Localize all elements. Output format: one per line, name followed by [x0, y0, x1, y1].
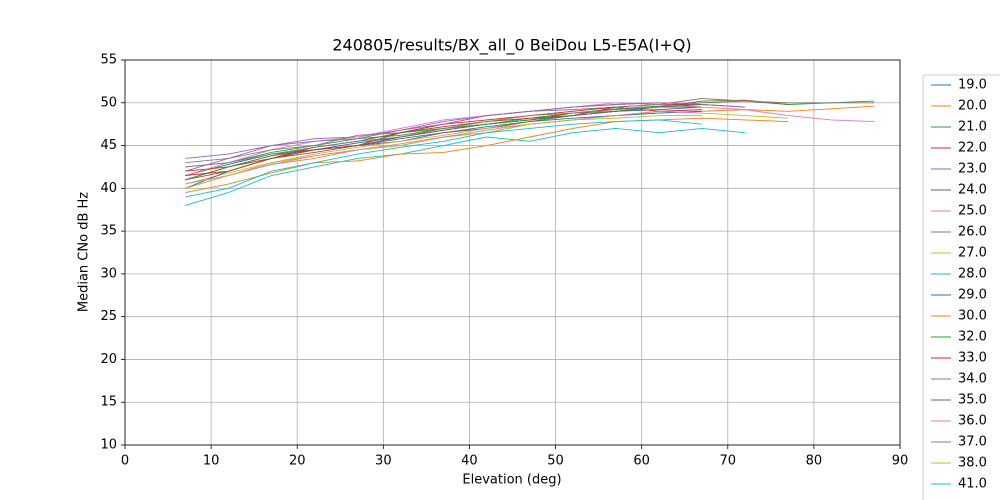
series-line — [185, 117, 789, 194]
y-tick-label: 25 — [100, 309, 117, 324]
legend-label: 30.0 — [958, 309, 987, 324]
legend-label: 28.0 — [958, 267, 987, 282]
legend-label: 29.0 — [958, 288, 987, 303]
x-tick-label: 0 — [121, 454, 129, 469]
x-tick-label: 30 — [375, 454, 392, 469]
y-tick-label: 45 — [100, 138, 117, 153]
series-line — [185, 127, 746, 206]
legend-box — [922, 74, 1000, 500]
legend-label: 22.0 — [958, 141, 987, 156]
x-tick-label: 80 — [806, 454, 823, 469]
x-tick-label: 50 — [547, 454, 564, 469]
series-line — [185, 110, 789, 185]
x-tick-label: 60 — [633, 454, 650, 469]
x-tick-label: 20 — [289, 454, 306, 469]
series-line — [185, 102, 659, 172]
series-line — [185, 106, 659, 168]
legend-label: 35.0 — [958, 393, 987, 408]
plot-frame — [124, 59, 901, 446]
y-tick-label: 30 — [100, 266, 117, 281]
legend-label: 32.0 — [958, 330, 987, 345]
legend-label: 34.0 — [958, 372, 987, 387]
series-line — [185, 110, 702, 189]
legend-label: 19.0 — [958, 78, 987, 93]
y-tick-label: 40 — [100, 181, 117, 196]
legend-label: 21.0 — [958, 120, 987, 135]
legend-label: 25.0 — [958, 204, 987, 219]
x-tick-label: 70 — [720, 454, 737, 469]
legend-label: 37.0 — [958, 435, 987, 450]
y-tick-label: 15 — [100, 395, 117, 410]
y-tick-label: 10 — [100, 438, 117, 453]
y-tick-label: 50 — [100, 95, 117, 110]
series-line — [185, 110, 702, 185]
y-axis-label: Median CNo dB Hz — [77, 192, 92, 312]
series-line — [185, 119, 702, 198]
chart-title: 240805/results/BX_all_0 BeiDou L5-E5A(I+… — [332, 36, 691, 56]
x-tick-label: 90 — [892, 454, 909, 469]
legend-label: 20.0 — [958, 99, 987, 114]
legend-label: 36.0 — [958, 414, 987, 429]
legend-label: 38.0 — [958, 456, 987, 471]
series-line — [185, 99, 789, 181]
legend-label: 33.0 — [958, 351, 987, 366]
legend-label: 23.0 — [958, 162, 987, 177]
series-line — [185, 102, 875, 176]
y-tick-label: 55 — [100, 53, 117, 68]
series-line — [185, 104, 746, 172]
x-tick-label: 10 — [203, 454, 220, 469]
series-line — [185, 104, 702, 181]
x-axis-label: Elevation (deg) — [462, 473, 561, 488]
legend-label: 27.0 — [958, 246, 987, 261]
legend-label: 41.0 — [958, 477, 987, 492]
y-tick-label: 35 — [100, 224, 117, 239]
x-tick-label: 40 — [461, 454, 478, 469]
y-tick-label: 20 — [100, 352, 117, 367]
legend-label: 26.0 — [958, 225, 987, 240]
legend-label: 24.0 — [958, 183, 987, 198]
series-line — [185, 115, 702, 189]
